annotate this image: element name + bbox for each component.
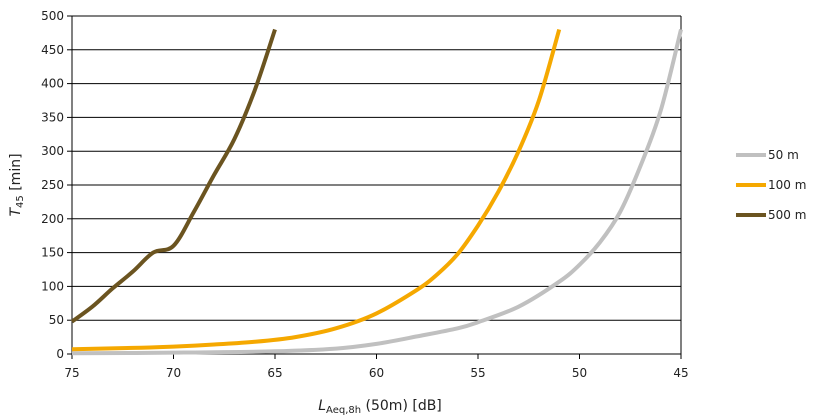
series-line-2 (71, 28, 562, 352)
y-axis-label-main: T (8, 207, 24, 217)
y-axis-label-rest: [min] (8, 153, 24, 195)
x-axis-label: LAeq,8h (50m) [dB] (318, 398, 442, 415)
axes (67, 15, 682, 359)
series-line-3 (70, 28, 277, 324)
legend-label-3: 500 m (768, 208, 806, 222)
y-tick-label-300: 300 (41, 144, 64, 158)
legend-label-2: 100 m (768, 178, 806, 192)
x-tick-label-55: 55 (470, 366, 485, 380)
x-axis-label-main: L (318, 398, 326, 414)
x-tick-label-70: 70 (166, 366, 181, 380)
x-tick-labels: 75 70 65 60 55 50 45 (64, 366, 688, 380)
y-tick-label-150: 150 (41, 246, 64, 260)
y-tick-label-400: 400 (41, 77, 64, 91)
y-tick-label-0: 0 (56, 347, 64, 361)
y-axis-label: T45 [min] (8, 153, 26, 216)
y-tick-label-200: 200 (41, 212, 64, 226)
x-tick-label-65: 65 (267, 366, 282, 380)
series-lines (70, 28, 683, 356)
y-tick-label-50: 50 (49, 313, 64, 327)
y-tick-label-250: 250 (41, 178, 64, 192)
x-tick-label-75: 75 (64, 366, 79, 380)
x-tick-label-45: 45 (673, 366, 688, 380)
y-axis-label-sub: 45 (15, 195, 26, 208)
y-tick-label-450: 450 (41, 43, 64, 57)
x-axis-label-rest: (50m) [dB] (361, 398, 442, 414)
y-tick-label-350: 350 (41, 110, 64, 124)
y-tick-label-500: 500 (41, 9, 64, 23)
grid-lines (72, 15, 681, 355)
y-tick-labels: 0 50 100 150 200 250 300 350 400 450 500 (41, 9, 64, 361)
y-tick-label-100: 100 (41, 279, 64, 293)
x-axis-label-sub: Aeq,8h (326, 405, 361, 415)
x-tick-label-60: 60 (369, 366, 384, 380)
legend: 50 m 100 m 500 m (736, 148, 806, 222)
x-tick-label-50: 50 (572, 366, 587, 380)
series-line-1 (71, 29, 683, 356)
legend-label-1: 50 m (768, 148, 799, 162)
